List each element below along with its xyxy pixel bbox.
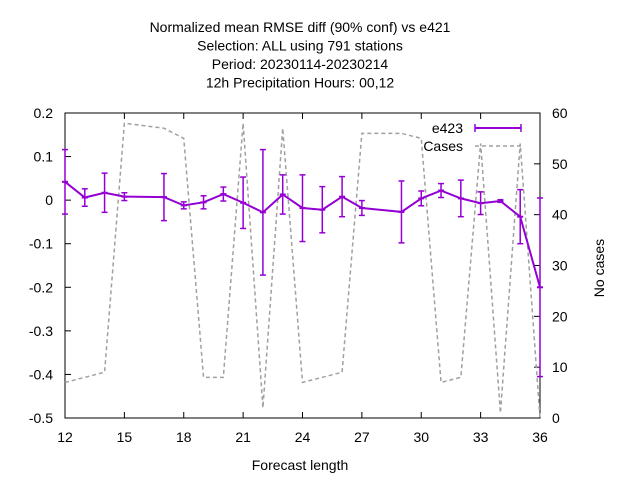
x-tick-label: 21: [235, 429, 251, 445]
chart-title: Normalized mean RMSE diff (90% conf) vs …: [150, 19, 451, 91]
y-tick-label: -0.3: [29, 323, 53, 339]
y-tick-label: -0.1: [29, 236, 53, 252]
legend-label-cases: Cases: [423, 138, 463, 154]
y2-axis-ticks: 0 10 20 30 40 50 60: [534, 105, 568, 426]
x-axis-ticks: 12 15 18 21 24 27 30 33 36: [57, 113, 548, 445]
series-cases: [64, 122, 541, 419]
plot-axes: [64, 112, 541, 419]
y-tick-label: -0.5: [29, 410, 53, 426]
legend: e423 Cases: [423, 120, 522, 154]
x-tick-label: 30: [413, 429, 429, 445]
cases-line: [64, 122, 541, 419]
x-tick-label: 33: [473, 429, 489, 445]
plot-frame: [64, 112, 541, 419]
title-line: Selection: ALL using 791 stations: [197, 38, 403, 54]
x-tick-label: 15: [117, 429, 133, 445]
x-tick-label: 12: [57, 429, 73, 445]
y2-tick-label: 40: [552, 207, 568, 223]
y2-tick-label: 50: [552, 156, 568, 172]
y-tick-label: -0.2: [29, 279, 53, 295]
y2-tick-label: 20: [552, 308, 568, 324]
y2-tick-label: 0: [552, 410, 560, 426]
y2-tick-label: 30: [552, 258, 568, 274]
x-tick-label: 27: [354, 429, 370, 445]
title-line: Normalized mean RMSE diff (90% conf) vs …: [150, 19, 451, 35]
x-tick-label: 18: [176, 429, 192, 445]
series-e423: [62, 148, 543, 378]
y-tick-label: 0.2: [34, 105, 54, 121]
y2-tick-label: 60: [552, 105, 568, 121]
y2-axis-label: No cases: [591, 239, 607, 297]
legend-label-e423: e423: [432, 120, 463, 136]
title-line: 12h Precipitation Hours: 00,12: [206, 75, 395, 91]
x-axis-label: Forecast length: [252, 457, 349, 473]
y-tick-label: 0.1: [34, 149, 54, 165]
y-tick-label: 0: [45, 192, 53, 208]
x-tick-label: 24: [295, 429, 311, 445]
y-tick-label: -0.4: [29, 366, 53, 382]
title-line: Period: 20230114-20230214: [212, 56, 389, 72]
x-tick-label: 36: [532, 429, 548, 445]
y-axis-ticks: -0.5 -0.4 -0.3 -0.2 -0.1 0 0.1 0.2: [29, 105, 71, 426]
y2-tick-label: 10: [552, 359, 568, 375]
